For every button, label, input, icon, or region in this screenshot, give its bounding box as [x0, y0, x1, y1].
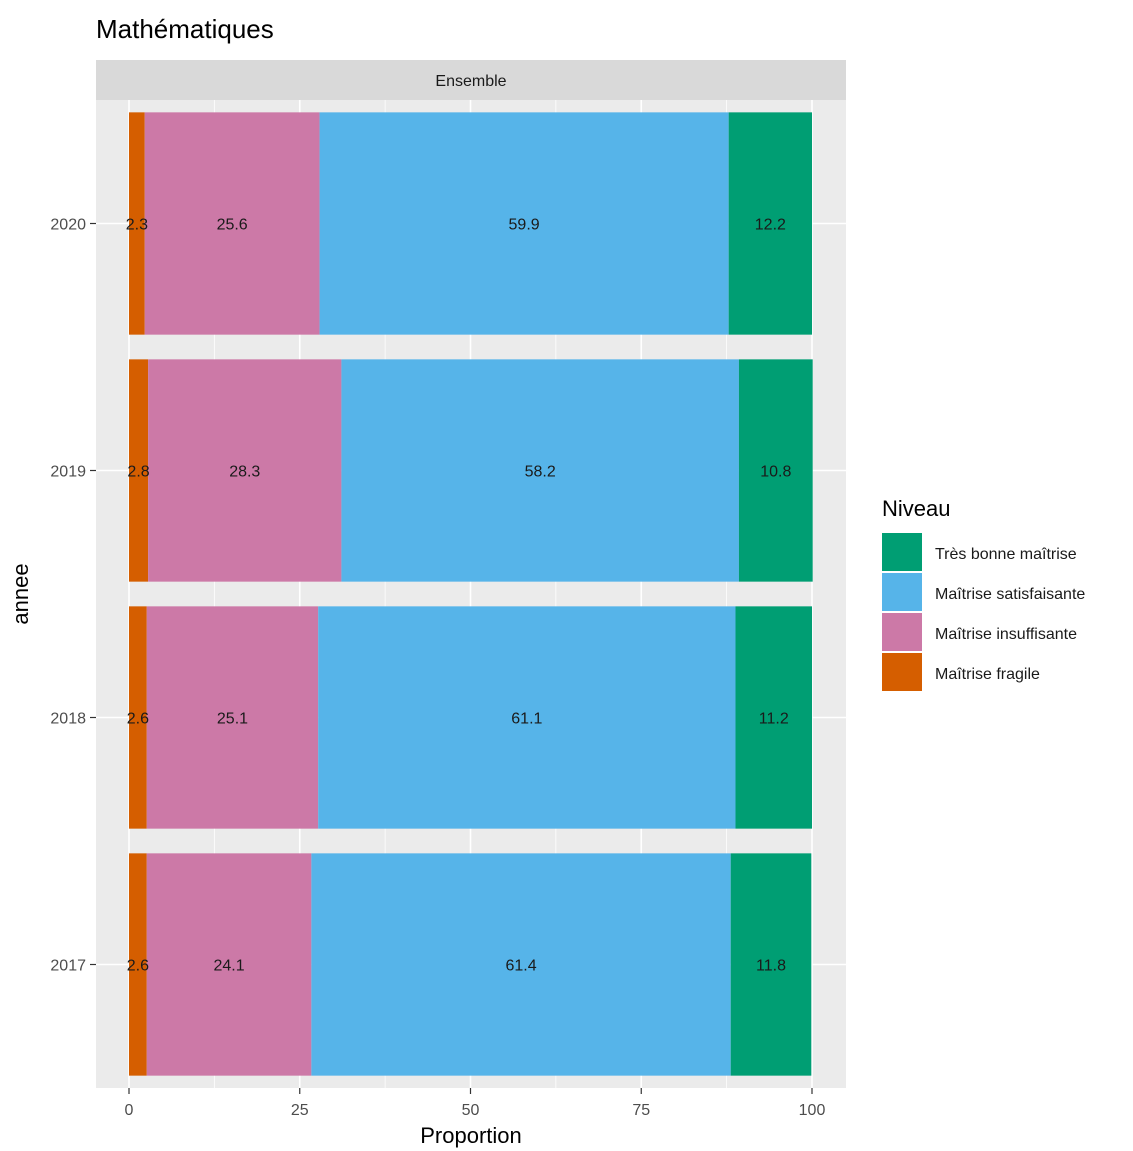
data-label: 28.3	[229, 464, 260, 481]
legend-key	[882, 533, 922, 571]
y-tick-label: 2019	[50, 464, 86, 481]
x-axis-title: Proportion	[420, 1123, 522, 1148]
bar-segment	[735, 606, 812, 829]
legend-key	[882, 573, 922, 611]
y-tick-label: 2017	[50, 958, 86, 975]
data-label: 2.8	[127, 464, 149, 481]
x-tick-label: 25	[291, 1102, 309, 1119]
legend: Niveau Très bonne maîtrise Maîtrise satis…	[882, 496, 1085, 691]
data-label: 25.6	[217, 217, 248, 234]
bar-segment	[129, 853, 147, 1076]
data-label: 11.2	[759, 711, 789, 728]
bar-segment	[311, 853, 731, 1076]
bar-segment	[146, 853, 312, 1076]
data-label: 2.3	[126, 217, 148, 234]
x-tick-label: 100	[799, 1102, 826, 1119]
legend-title: Niveau	[882, 496, 950, 521]
data-label: 25.1	[217, 711, 248, 728]
x-tick-label: 0	[125, 1102, 134, 1119]
legend-key	[882, 613, 922, 651]
bars	[129, 112, 813, 1076]
data-labels: 2.3 25.6 59.9 12.2 2.8 28.3 58.2 10.8 2.6 25.1 61.…	[126, 217, 792, 975]
chart-title: Mathématiques	[96, 14, 274, 44]
facet-label: Ensemble	[435, 73, 506, 90]
bar-segment	[728, 112, 812, 335]
data-label: 12.2	[755, 217, 786, 234]
data-label: 24.1	[213, 958, 244, 975]
facet-strip	[96, 60, 846, 100]
bar-segment	[341, 359, 739, 582]
data-label: 10.8	[760, 464, 791, 481]
bar-segment	[144, 112, 320, 335]
data-label: 59.9	[509, 217, 540, 234]
bar-segment	[146, 606, 319, 829]
legend-label: Maîtrise insuffisante	[935, 626, 1077, 643]
legend-label: Maîtrise satisfaisante	[935, 586, 1085, 603]
y-axis-title: annee	[8, 563, 33, 624]
legend-label: Maîtrise fragile	[935, 666, 1040, 683]
bar-segment	[738, 359, 813, 582]
legend-key	[882, 653, 922, 691]
bar-segment	[319, 112, 729, 335]
y-tick-label: 2020	[50, 217, 86, 234]
data-label: 61.1	[511, 711, 542, 728]
bar-segment	[129, 606, 147, 829]
legend-items: Très bonne maîtrise Maîtrise satisfaisant…	[882, 533, 1085, 691]
y-axis: 2020 2019 2018 2017	[50, 217, 96, 975]
data-label: 61.4	[505, 958, 536, 975]
bar-segment	[129, 112, 145, 335]
bar-segment	[318, 606, 736, 829]
data-label: 58.2	[525, 464, 556, 481]
data-label: 2.6	[127, 958, 149, 975]
data-label: 2.6	[127, 711, 149, 728]
data-label: 11.8	[756, 958, 786, 975]
bar-segment	[148, 359, 342, 582]
x-tick-label: 75	[632, 1102, 650, 1119]
legend-label: Très bonne maîtrise	[935, 546, 1077, 563]
x-tick-label: 50	[462, 1102, 480, 1119]
bar-segment	[730, 853, 812, 1076]
bar-segment	[129, 359, 149, 582]
y-tick-label: 2018	[50, 711, 86, 728]
x-axis: 0 25 50 75 100	[125, 1088, 826, 1119]
